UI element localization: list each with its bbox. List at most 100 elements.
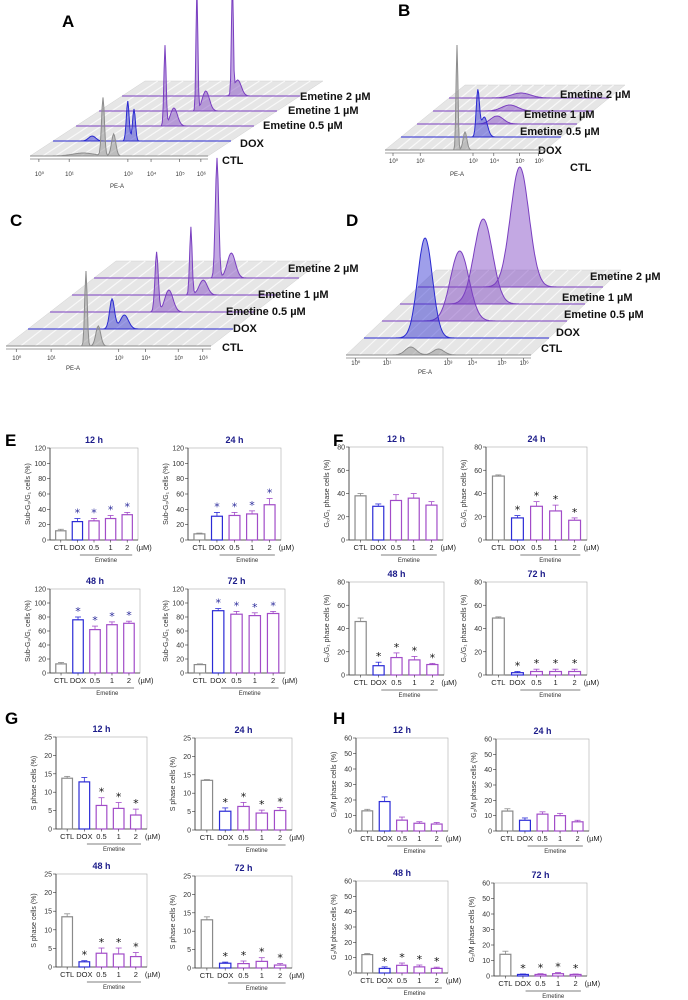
chart-title: 24 h (527, 434, 545, 444)
significance-star: * (108, 503, 114, 516)
plane-hatch (203, 277, 227, 296)
plane-hatch (569, 97, 587, 112)
plane-hatch (172, 80, 197, 97)
group-label: Emetine (239, 691, 262, 697)
significance-star: * (376, 650, 382, 663)
x-tick-label: DOX (370, 678, 386, 687)
x-tick-label: 2 (573, 678, 577, 687)
x-axis-label: PE-A (110, 184, 124, 190)
significance-star: * (99, 936, 105, 949)
y-tick-label: 0 (42, 538, 46, 545)
y-tick-label: 20 (38, 657, 46, 664)
y-tick-label: 5 (48, 808, 52, 815)
plane-hatch (105, 140, 130, 157)
plane-hatch (477, 337, 497, 356)
x-tick-label: 1 (412, 678, 416, 687)
plane-hatch (130, 277, 153, 296)
group-label: Emetine (539, 693, 562, 699)
x-tick-label: 2 (278, 971, 282, 980)
x-tick-label: 0.5 (238, 971, 248, 980)
significance-star: * (116, 936, 122, 949)
y-tick-label: 20 (44, 753, 52, 760)
plane-hatch (152, 328, 175, 347)
plane-hatch (71, 311, 95, 330)
x-tick-label: 10⁰ (12, 355, 22, 362)
plane-hatch (56, 311, 80, 330)
chart-title: 24 h (234, 725, 252, 735)
x-tick-label: 10⁴ (490, 158, 500, 165)
x-tick-label: 1 (117, 832, 121, 841)
x-tick-label: DOX (210, 676, 226, 685)
plane-hatch (137, 328, 161, 347)
significance-star: * (572, 657, 578, 670)
plane-hatch (517, 337, 537, 356)
plane-hatch (64, 294, 88, 313)
plane-hatch (473, 110, 491, 125)
unit-label: (µM) (279, 543, 295, 552)
y-tick-label: 0 (478, 673, 482, 680)
histogram-row-label: Emetine 2 µM (560, 89, 631, 101)
bar-dox (78, 781, 91, 830)
unit-label: (µM) (145, 832, 161, 841)
group-label: Emetine (246, 986, 269, 992)
x-tick-label: 2 (134, 832, 138, 841)
plane-hatch (134, 80, 159, 97)
plane-hatch (217, 311, 241, 330)
bar-chart-f-72h: 0 20 40 60 80 72 h G₀/G₁ phase cells (%) CTL * DO… (461, 569, 600, 699)
bar-2 (568, 670, 582, 676)
plane-hatch (518, 286, 538, 305)
y-tick-label: 40 (337, 491, 345, 498)
plane-hatch (526, 303, 546, 322)
y-tick-label: 40 (474, 626, 482, 633)
histogram-panel-c: Emetine 2 µM Emetine 1 µM Emetine 0.5 µM DO… (5, 157, 359, 372)
bar-ctl (55, 663, 67, 674)
x-tick-label: 2 (127, 676, 131, 685)
x-tick-label: 0.5 (238, 833, 248, 842)
plane-hatch (478, 286, 498, 305)
bar-ctl (193, 533, 206, 541)
plane-hatch (218, 277, 241, 296)
x-tick-label: 10⁰ (389, 158, 399, 165)
bar-dox (372, 665, 385, 676)
plane-hatch (482, 84, 500, 99)
histogram-row-label: DOX (556, 327, 581, 339)
plane-hatch (42, 140, 67, 157)
plane-hatch (464, 337, 484, 356)
x-tick-label: 10⁶ (520, 360, 530, 367)
x-tick-label: CTL (200, 833, 214, 842)
plane-hatch (118, 140, 143, 157)
chart-title: 72 h (227, 576, 245, 586)
bar-chart-h-72h: 0 10 20 30 40 50 60 72 h G₂/M phase cells (%) CTL… (469, 870, 601, 1000)
plane-hatch (411, 337, 431, 356)
plane-hatch (441, 136, 459, 151)
bar-dox (518, 819, 531, 832)
significance-star: * (534, 490, 540, 503)
x-tick-label: CTL (360, 834, 374, 843)
plane-hatch (240, 260, 263, 279)
plane-hatch (149, 95, 174, 112)
plane-hatch (156, 140, 181, 157)
bar-dox (211, 610, 225, 674)
x-tick-label: 10⁶ (197, 171, 207, 178)
bar-0.5 (228, 514, 241, 541)
significance-star: * (82, 949, 88, 962)
histogram-row-label: CTL (222, 155, 244, 167)
x-tick-label: 10¹ (47, 356, 56, 362)
group-label: Emetine (542, 994, 565, 1000)
y-tick-label: 80 (474, 445, 482, 452)
plane-hatch (247, 277, 271, 296)
plane-hatch (546, 97, 564, 112)
plane-hatch (93, 140, 117, 157)
y-tick-label: 80 (38, 476, 46, 483)
plane-hatch (122, 294, 146, 313)
y-tick-label: 30 (482, 927, 490, 934)
y-tick-label: 0 (42, 671, 46, 678)
plane-hatch (519, 110, 537, 125)
plane-hatch (470, 269, 490, 288)
x-tick-label: 0.5 (231, 676, 241, 685)
panel-letter-b: B (398, 1, 410, 20)
plane-hatch (558, 286, 577, 305)
significance-star: * (417, 953, 423, 966)
y-axis-label: Sub-G₀/G₁ cells (%) (163, 600, 170, 662)
